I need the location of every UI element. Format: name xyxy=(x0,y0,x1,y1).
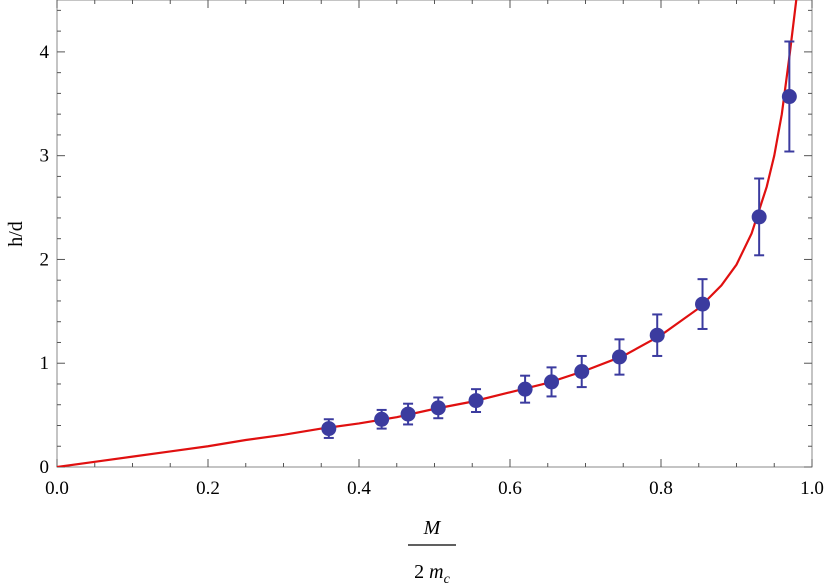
x-axis-label-denominator: 2 mc xyxy=(414,561,450,586)
data-point xyxy=(321,418,337,439)
data-point xyxy=(430,396,446,420)
data-point xyxy=(517,374,533,404)
data-point-marker xyxy=(468,393,484,409)
fit-curves xyxy=(57,0,798,467)
x-axis-label-denominator-sub: c xyxy=(444,572,451,586)
x-axis-label-denominator-prefix: 2 xyxy=(414,561,429,583)
data-point xyxy=(751,177,767,257)
data-points xyxy=(321,40,797,439)
ticks xyxy=(56,0,813,468)
data-point xyxy=(781,40,797,153)
data-point-marker xyxy=(517,381,533,397)
x-axis-label-denominator-var: m xyxy=(429,561,443,583)
data-point-marker xyxy=(751,209,767,225)
y-tick-label: 4 xyxy=(40,42,50,63)
tick-labels: 0.0 0.2 0.4 0.6 0.8 1.0 0 1 2 3 4 xyxy=(40,42,824,499)
fit-curve xyxy=(57,0,798,467)
data-point xyxy=(400,402,416,426)
data-point xyxy=(374,408,390,430)
data-point-marker xyxy=(544,374,560,390)
data-point-marker xyxy=(781,89,797,105)
y-axis-label: h/d xyxy=(5,221,27,247)
y-tick-label: 1 xyxy=(40,353,50,374)
data-point-marker xyxy=(574,364,590,380)
x-tick-label: 0.8 xyxy=(649,478,673,499)
data-point-marker xyxy=(649,327,665,343)
data-point xyxy=(574,354,590,389)
data-point xyxy=(468,388,484,413)
x-tick-label: 1.0 xyxy=(800,478,824,499)
x-tick-label: 0.4 xyxy=(347,478,371,499)
y-tick-label: 3 xyxy=(40,146,50,167)
data-point-marker xyxy=(400,406,416,422)
data-point-marker xyxy=(321,421,337,437)
y-tick-label: 0 xyxy=(40,457,50,478)
data-point xyxy=(695,278,711,330)
x-tick-label: 0.6 xyxy=(498,478,522,499)
data-point-marker xyxy=(611,349,627,365)
x-tick-label: 0.0 xyxy=(45,478,69,499)
x-axis-label-numerator: M xyxy=(423,517,442,539)
data-point-marker xyxy=(695,296,711,312)
data-point-marker xyxy=(430,400,446,416)
data-point xyxy=(649,313,665,357)
data-point-marker xyxy=(374,411,390,427)
y-tick-label: 2 xyxy=(40,249,50,270)
data-point xyxy=(611,338,627,376)
x-tick-label: 0.2 xyxy=(196,478,220,499)
data-point xyxy=(544,366,560,398)
